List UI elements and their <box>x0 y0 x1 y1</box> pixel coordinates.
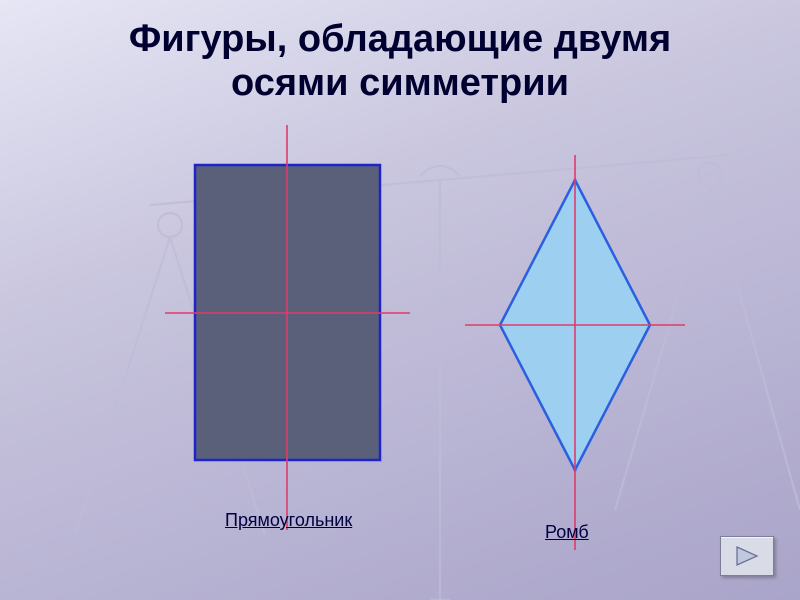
figures-canvas <box>0 0 800 600</box>
caption-rectangle: Прямоугольник <box>225 510 352 531</box>
next-slide-button[interactable] <box>720 536 774 576</box>
play-icon <box>733 545 761 567</box>
caption-rhombus: Ромб <box>545 522 589 543</box>
